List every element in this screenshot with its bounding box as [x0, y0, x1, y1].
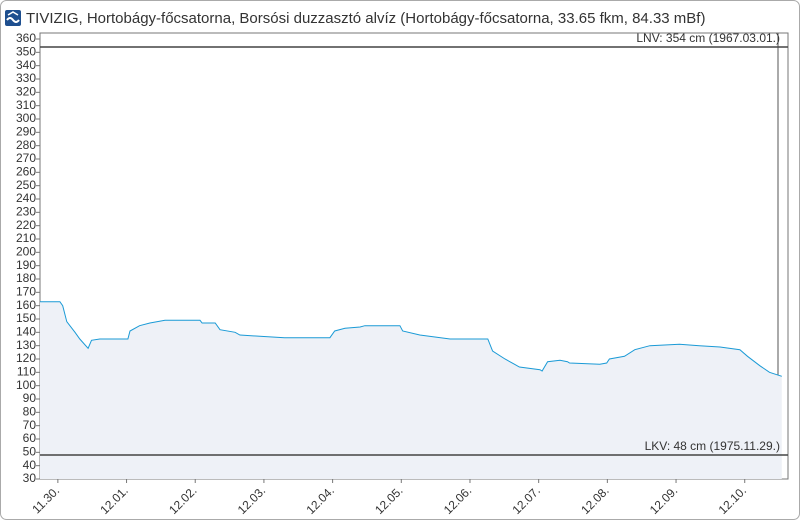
y-tick-label: 140: [16, 325, 36, 339]
y-tick-label: 70: [23, 418, 37, 432]
y-tick-label: 130: [16, 338, 36, 352]
y-tick-label: 360: [16, 31, 36, 45]
y-tick-label: 110: [17, 365, 36, 379]
y-tick-label: 260: [16, 165, 36, 179]
y-tick-label: 180: [16, 271, 36, 285]
y-tick-label: 60: [23, 431, 37, 445]
y-tick-label: 40: [23, 458, 37, 472]
y-tick-label: 210: [16, 231, 36, 245]
y-tick-label: 330: [16, 71, 36, 85]
y-tick-label: 100: [16, 378, 36, 392]
y-tick-label: 250: [16, 178, 36, 192]
y-tick-label: 270: [16, 151, 36, 165]
y-tick-label: 280: [16, 138, 36, 152]
y-tick-label: 230: [16, 205, 36, 219]
y-tick-label: 350: [16, 45, 36, 59]
y-tick-label: 320: [16, 85, 36, 99]
y-tick-label: 170: [16, 285, 36, 299]
y-tick-label: 150: [16, 311, 36, 325]
y-tick-label: 310: [16, 98, 36, 112]
y-tick-label: 200: [16, 245, 36, 259]
y-tick-label: 300: [16, 111, 36, 125]
line: [40, 301, 782, 377]
y-tick-label: 290: [16, 125, 36, 139]
y-tick-label: 190: [16, 258, 36, 272]
y-tick-label: 340: [16, 58, 36, 72]
y-tick-label: 220: [16, 218, 36, 232]
reference-label: LKV: 48 cm (1975.11.29.): [645, 439, 780, 453]
y-tick-label: 90: [23, 391, 37, 405]
logo: [5, 10, 21, 26]
y-tick-label: 80: [23, 405, 37, 419]
y-tick-label: 50: [23, 445, 37, 459]
area: [40, 301, 782, 479]
y-tick-label: 240: [16, 191, 36, 205]
chart-title: TIVIZIG, Hortobágy-főcsatorna, Borsósi d…: [26, 10, 705, 27]
y-tick-label: 120: [16, 351, 36, 365]
y-tick-label: 160: [16, 298, 36, 312]
y-tick-label: 30: [23, 471, 37, 485]
reference-label: LNV: 354 cm (1967.03.01.): [636, 31, 780, 45]
